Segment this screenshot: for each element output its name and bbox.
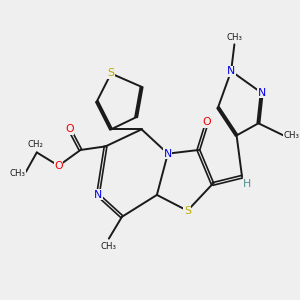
Text: CH₃: CH₃ — [226, 33, 242, 42]
Text: S: S — [184, 206, 191, 216]
Text: N: N — [258, 88, 266, 98]
Text: CH₂: CH₂ — [27, 140, 43, 149]
Text: CH₃: CH₃ — [284, 131, 300, 140]
Text: N: N — [227, 66, 235, 76]
Text: H: H — [243, 179, 251, 189]
Text: O: O — [65, 124, 74, 134]
Text: CH₃: CH₃ — [9, 169, 25, 178]
Text: S: S — [107, 68, 115, 79]
Text: N: N — [94, 190, 102, 200]
Text: O: O — [203, 117, 212, 127]
Text: CH₃: CH₃ — [101, 242, 117, 250]
Text: O: O — [54, 161, 63, 171]
Text: N: N — [164, 148, 172, 159]
